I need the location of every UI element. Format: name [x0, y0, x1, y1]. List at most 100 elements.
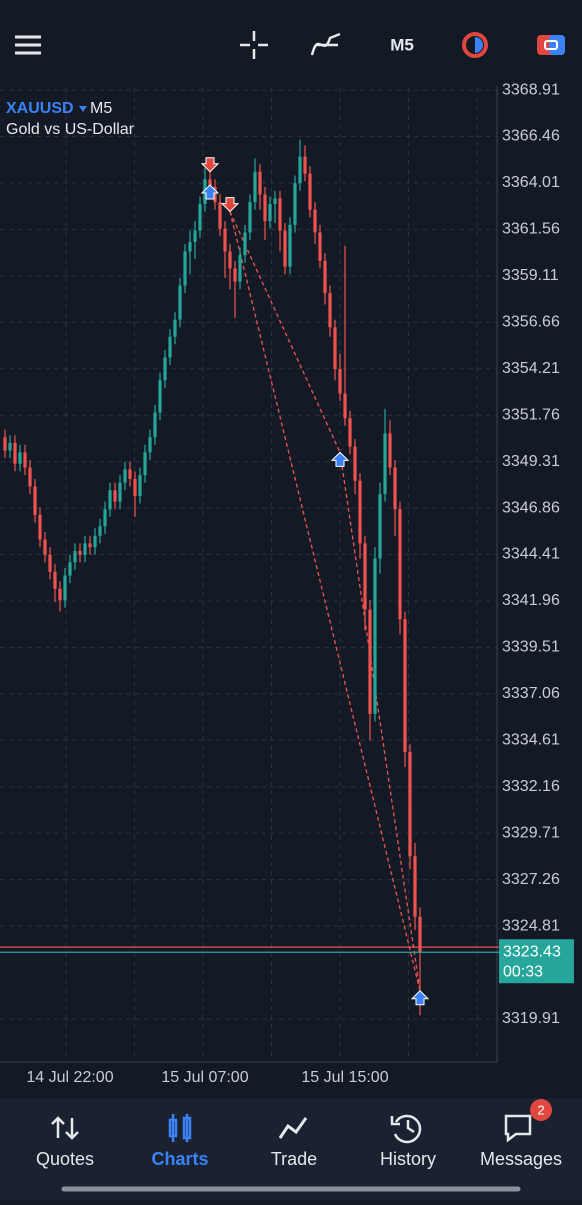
candle-body [103, 509, 107, 527]
deal-arrow [220, 197, 240, 213]
deal-arrow [330, 451, 350, 467]
candle-body [3, 437, 7, 451]
chart-type-button[interactable] [462, 32, 488, 58]
candle-body [393, 467, 397, 510]
price-tick-label: 3329.71 [502, 824, 560, 841]
candle-body [188, 241, 192, 252]
candle-body [278, 198, 282, 231]
crosshair-button[interactable] [240, 31, 268, 59]
price-tick-label: 3324.81 [502, 917, 560, 934]
candle-body [328, 293, 332, 328]
candle-body [163, 357, 167, 381]
price-tick-label: 3339.51 [502, 639, 560, 656]
candle-body [358, 480, 362, 544]
candle-body [18, 452, 22, 464]
price-tick-label: 3361.56 [502, 221, 560, 238]
candle-body [128, 469, 132, 479]
candle-body [193, 230, 197, 242]
time-tick-label: 15 Jul 15:00 [301, 1069, 388, 1086]
nav-label[interactable]: Trade [271, 1149, 317, 1169]
time-tick-label: 15 Jul 07:00 [161, 1069, 248, 1086]
nav-label[interactable]: Messages [480, 1149, 562, 1169]
trade-button[interactable] [537, 35, 565, 55]
price-tick-label: 3368.91 [502, 81, 560, 98]
candle-body [383, 433, 387, 495]
price-tick-label: 3359.11 [502, 267, 559, 284]
candle-body [293, 183, 297, 225]
candle-body [8, 442, 12, 451]
timeframe-button[interactable]: M5 [390, 35, 414, 54]
candle-body [368, 609, 372, 714]
candle-body [93, 535, 97, 548]
candle-body [318, 232, 322, 261]
candle-body [243, 232, 247, 256]
candle-body [263, 194, 267, 222]
candle-body [13, 442, 17, 464]
candle-body [48, 554, 52, 572]
candle-body [53, 571, 57, 589]
nav-label[interactable]: Charts [151, 1149, 208, 1169]
candle-body [413, 856, 417, 917]
candle-body [28, 467, 32, 487]
trade-line [229, 211, 341, 453]
candle-body [323, 260, 327, 294]
candle-body [113, 490, 117, 502]
symbol-dropdown[interactable] [79, 106, 87, 112]
candle-body [78, 550, 82, 555]
candle-body [118, 482, 122, 502]
price-tick-label: 3341.96 [502, 592, 560, 609]
menu-button[interactable] [15, 35, 41, 55]
candle-body [353, 446, 357, 481]
candle-body [68, 562, 72, 576]
price-tick-label: 3334.61 [502, 732, 560, 749]
trade-icon [278, 1117, 308, 1139]
candle-body [408, 751, 412, 857]
nav-label[interactable]: History [380, 1149, 436, 1169]
candle-body [173, 319, 177, 337]
symbol[interactable]: XAUUSD [6, 100, 74, 117]
price-tick-label: 3319.91 [502, 1010, 560, 1027]
bid-label: 3323.43 [503, 943, 561, 960]
candle-body [183, 251, 187, 286]
candle-body [418, 916, 422, 953]
candle-body [98, 526, 102, 536]
candle-body [363, 543, 367, 610]
candle-body [63, 575, 67, 601]
candle-body [373, 558, 377, 714]
price-tick-label: 3351.76 [502, 406, 560, 423]
candle-body [218, 202, 222, 229]
charts-icon [168, 1114, 192, 1142]
candle-body [258, 171, 262, 195]
price-tick-label: 3332.16 [502, 778, 560, 795]
candle-body [43, 539, 47, 555]
candle-body [298, 156, 302, 184]
price-tick-label: 3366.46 [502, 128, 560, 145]
chart-timeframe: M5 [90, 100, 112, 117]
candle-body [213, 186, 217, 203]
candle-body [33, 486, 37, 515]
candle-body [138, 475, 142, 496]
candle-body [388, 433, 392, 468]
badge-count: 2 [537, 1102, 544, 1117]
candle-body [123, 469, 127, 483]
candle-body [133, 478, 137, 496]
price-tick-label: 3327.26 [502, 871, 560, 888]
candle-body [38, 514, 42, 540]
candle-body [198, 204, 202, 231]
indicators-button[interactable] [310, 32, 341, 56]
candle-body [233, 268, 237, 282]
bottom-nav [0, 1098, 582, 1200]
candle-body [253, 171, 257, 203]
trade-line [229, 211, 421, 991]
price-tick-label: 3337.06 [502, 685, 560, 702]
candle-body [168, 336, 172, 358]
price-tick-label: 3354.21 [502, 360, 560, 377]
candle-body [398, 509, 402, 620]
messages-icon [504, 1114, 532, 1143]
nav-label[interactable]: Quotes [36, 1149, 94, 1169]
candle-body [23, 452, 27, 468]
candle-body [338, 368, 342, 394]
candle-body [178, 285, 182, 320]
